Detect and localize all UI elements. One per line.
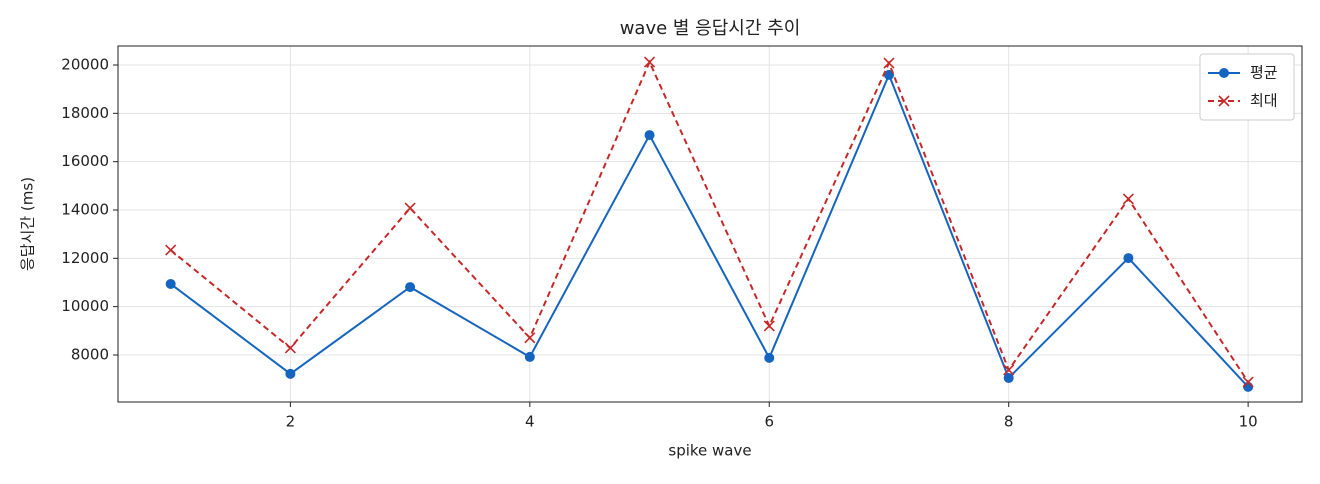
marker <box>1003 372 1014 383</box>
y-tick-label: 8000 <box>71 345 109 363</box>
x-axis-label: spike wave <box>668 442 751 460</box>
marker <box>1242 376 1254 388</box>
marker <box>405 282 416 293</box>
x-tick-label: 10 <box>1239 413 1258 431</box>
y-tick-label: 16000 <box>61 152 109 170</box>
marker <box>764 352 775 363</box>
marker <box>763 320 775 332</box>
chart-title: wave 별 응답시간 추이 <box>620 18 801 39</box>
y-tick-label: 12000 <box>61 249 109 267</box>
x-tick-label: 4 <box>525 413 535 431</box>
y-tick-label: 18000 <box>61 104 109 122</box>
marker <box>524 332 536 344</box>
y-tick-label: 10000 <box>61 297 109 315</box>
line <box>170 72 1249 388</box>
marker <box>644 130 655 141</box>
legend-marker <box>1218 95 1230 107</box>
legend-label: 최대 <box>1250 92 1278 110</box>
x-tick-label: 2 <box>286 413 296 431</box>
legend-box <box>1199 53 1295 121</box>
marker <box>883 69 894 80</box>
marker <box>1243 381 1254 392</box>
marker <box>165 278 176 289</box>
y-axis-label: 응답시간 (ms) <box>19 177 37 271</box>
marker <box>1122 193 1134 205</box>
marker <box>1003 364 1015 376</box>
y-tick-label: 20000 <box>61 55 109 73</box>
y-tick-label: 14000 <box>61 200 109 218</box>
plot-frame <box>117 45 1303 403</box>
line <box>170 59 1249 383</box>
marker <box>404 202 416 214</box>
marker <box>643 56 656 68</box>
marker <box>165 244 177 256</box>
legend-marker <box>1219 68 1229 78</box>
marker <box>1123 253 1134 264</box>
x-tick-label: 8 <box>1004 413 1014 431</box>
marker <box>285 368 296 379</box>
marker <box>524 351 535 362</box>
marker <box>883 57 895 69</box>
marker <box>284 342 296 354</box>
x-tick-label: 6 <box>764 413 774 431</box>
legend-label: 평균 <box>1250 64 1278 82</box>
